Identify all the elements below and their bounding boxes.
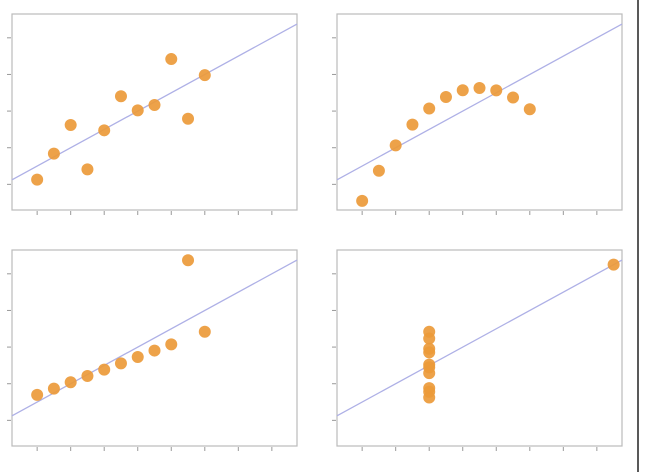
panel	[7, 249, 298, 451]
point	[165, 53, 178, 66]
point	[31, 388, 44, 401]
point	[31, 173, 44, 186]
point	[423, 102, 436, 115]
point	[182, 254, 195, 267]
point	[490, 84, 503, 97]
point	[114, 90, 127, 103]
point	[356, 194, 369, 207]
plot-frame	[336, 249, 623, 447]
plot-frame	[11, 249, 298, 447]
point	[423, 342, 436, 355]
point	[98, 124, 111, 137]
point	[64, 376, 77, 389]
point	[165, 338, 178, 351]
plot-frame	[336, 13, 623, 211]
panel	[7, 13, 298, 215]
point	[148, 344, 161, 357]
point	[423, 385, 436, 398]
point	[131, 104, 144, 117]
point	[439, 90, 452, 103]
point	[507, 91, 520, 104]
point	[47, 382, 60, 395]
point	[372, 164, 385, 177]
panel	[332, 249, 623, 451]
point	[114, 357, 127, 370]
point	[523, 103, 536, 116]
point	[406, 118, 419, 131]
point	[473, 82, 486, 95]
point	[81, 370, 94, 383]
point	[456, 84, 469, 97]
point	[198, 325, 211, 338]
plot-frame	[11, 13, 298, 211]
point	[182, 112, 195, 125]
point	[64, 119, 77, 132]
point	[148, 99, 161, 112]
point	[98, 363, 111, 376]
point	[81, 163, 94, 176]
point	[47, 147, 60, 160]
point	[607, 258, 620, 271]
point	[423, 361, 436, 374]
fit-line	[336, 259, 623, 417]
point	[423, 332, 436, 345]
point	[389, 139, 402, 152]
point	[198, 69, 211, 82]
panel	[332, 13, 623, 215]
fit-line	[336, 23, 623, 181]
point	[131, 350, 144, 363]
